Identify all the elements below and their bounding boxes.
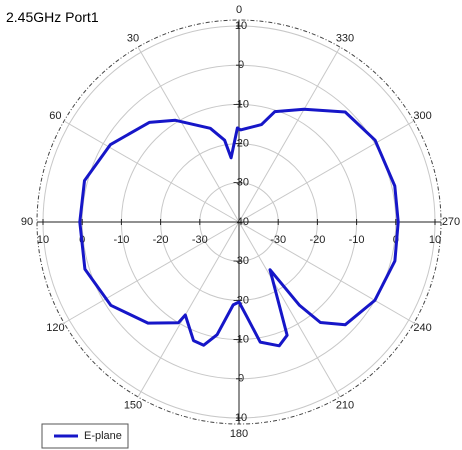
r-tick-label: -20 bbox=[153, 234, 169, 246]
r-tick-label: -30 bbox=[192, 234, 208, 246]
theta-tick-label: 210 bbox=[336, 400, 354, 412]
r-tick-label: -40 bbox=[233, 216, 249, 228]
r-tick-label: 10 bbox=[235, 20, 247, 32]
theta-tick-label: 0 bbox=[236, 4, 242, 16]
r-tick-label: 10 bbox=[235, 412, 247, 424]
r-tick-label: -10 bbox=[349, 234, 365, 246]
theta-tick-label: 180 bbox=[230, 428, 248, 440]
theta-tick-label: 30 bbox=[127, 32, 139, 44]
theta-tick-label: 270 bbox=[442, 216, 460, 228]
theta-tick-label: 60 bbox=[49, 110, 61, 122]
r-tick-label: 0 bbox=[238, 59, 244, 71]
spoke bbox=[63, 221, 240, 324]
r-tick-label: 10 bbox=[37, 234, 49, 246]
spoke bbox=[137, 221, 240, 398]
theta-tick-label: 120 bbox=[46, 322, 64, 334]
spoke bbox=[238, 120, 415, 223]
r-tick-label: -30 bbox=[270, 234, 286, 246]
r-tick-label: -20 bbox=[233, 138, 249, 150]
r-tick-label: -10 bbox=[113, 234, 129, 246]
r-tick-label: -10 bbox=[233, 98, 249, 110]
chart-title: 2.45GHz Port1 bbox=[6, 9, 99, 25]
r-tick-label: -20 bbox=[309, 234, 325, 246]
series-line bbox=[78, 107, 400, 348]
r-tick-label: -30 bbox=[233, 177, 249, 189]
theta-tick-label: 150 bbox=[124, 400, 142, 412]
r-tick-label: 0 bbox=[238, 373, 244, 385]
spoke bbox=[238, 221, 415, 324]
spoke bbox=[137, 46, 240, 223]
spoke bbox=[238, 46, 341, 223]
legend-label: E-plane bbox=[84, 430, 122, 442]
r-tick-label: -30 bbox=[233, 255, 249, 267]
r-tick-label: 10 bbox=[429, 234, 441, 246]
theta-tick-label: 240 bbox=[413, 322, 431, 334]
spoke bbox=[238, 221, 341, 398]
theta-tick-label: 300 bbox=[413, 110, 431, 122]
spoke bbox=[63, 120, 240, 223]
theta-tick-label: 90 bbox=[21, 216, 33, 228]
r-tick-label: -10 bbox=[233, 334, 249, 346]
theta-tick-label: 330 bbox=[336, 32, 354, 44]
